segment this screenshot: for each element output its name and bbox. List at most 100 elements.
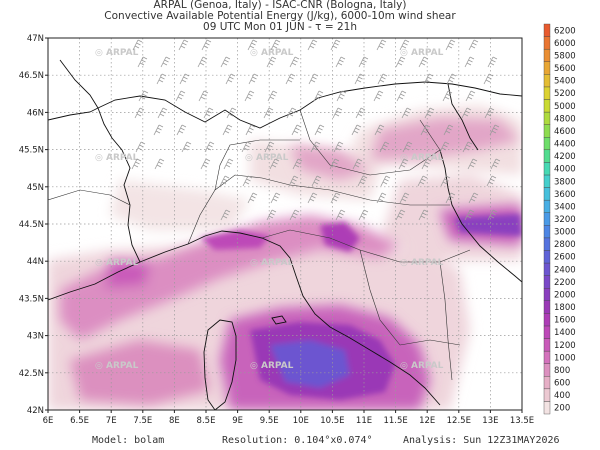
wind-barb	[442, 90, 453, 102]
colorbar-swatch	[543, 23, 551, 37]
colorbar-label: 2200	[554, 278, 576, 288]
lat-tick-label: 43N	[27, 332, 44, 342]
colorbar-label: 1000	[554, 353, 576, 363]
colorbar-swatch	[543, 388, 551, 402]
wind-barb	[313, 90, 324, 102]
watermark-text: ◎ ARPAL	[95, 361, 139, 371]
wind-barb	[292, 158, 303, 170]
colorbar-swatch	[543, 401, 551, 415]
wind-barb	[154, 158, 165, 170]
wind-barb	[468, 192, 479, 204]
lon-tick-label: 8E	[169, 416, 180, 426]
colorbar-label: 2600	[554, 253, 576, 263]
wind-barb	[358, 56, 369, 68]
border-france-swiss	[59, 59, 99, 109]
graticule	[48, 38, 522, 410]
colorbar-label: 600	[554, 379, 570, 389]
lon-tick-label: 7E	[106, 416, 117, 426]
colorbar-swatch	[543, 275, 551, 289]
lat-tick-label: 46.5N	[19, 71, 44, 81]
wind-barb	[219, 175, 230, 187]
border-austria	[364, 81, 522, 97]
wind-barb	[420, 124, 431, 136]
wind-barb	[417, 175, 428, 187]
colorbar-label: 4800	[554, 114, 576, 124]
wind-barb	[467, 158, 478, 170]
watermark-text: ◎ ARPAL	[95, 258, 139, 268]
border-marche	[439, 261, 453, 381]
header-line-2: Convective Available Potential Energy (J…	[104, 10, 456, 22]
coastline-italy	[48, 230, 441, 406]
wind-barb	[424, 107, 435, 119]
wind-barb	[487, 56, 498, 68]
wind-barb	[461, 107, 472, 119]
watermark-text: ◎ ARPAL	[400, 153, 444, 163]
wind-barb	[443, 124, 454, 136]
wind-barb	[267, 90, 278, 102]
watermarks: ◎ ARPAL ◎ ARPAL ◎ ARPAL ◎ ARPAL ◎ ARPAL ◎ ARP…	[95, 48, 444, 371]
colorbar-label: 6000	[554, 39, 576, 49]
watermark-text: ◎ ARPAL	[245, 153, 289, 163]
wind-barb	[198, 90, 209, 102]
lat-tick-label: 42.5N	[19, 369, 44, 379]
wind-barb	[220, 56, 231, 68]
wind-barb	[244, 90, 255, 102]
wind-barb	[181, 141, 192, 153]
colorbar-swatch	[543, 363, 551, 377]
wind-barb	[464, 56, 475, 68]
colorbar-swatch	[543, 48, 551, 62]
colorbar-label: 2400	[554, 265, 576, 275]
wind-barb	[490, 158, 501, 170]
colorbar-swatch	[543, 149, 551, 163]
cape-field	[48, 105, 522, 410]
wind-barb	[153, 124, 164, 136]
wind-barb	[351, 124, 362, 136]
wind-barb	[446, 73, 457, 85]
wind-barb	[421, 158, 432, 170]
wind-barb	[242, 175, 253, 187]
wind-barb	[330, 192, 341, 204]
border-friuli	[419, 119, 441, 151]
wind-barb	[335, 209, 346, 221]
wind-barb	[132, 39, 143, 51]
colorbar-label: 3400	[554, 202, 576, 212]
lon-tick-label: 7.5E	[133, 416, 152, 426]
wind-barb	[179, 73, 190, 85]
header-line-1: ARPAL (Genoa, Italy) - ISAC-CNR (Bologna…	[153, 0, 407, 11]
border-veneto	[299, 109, 441, 176]
colorbar-label: 6200	[554, 26, 576, 36]
wind-barb	[222, 124, 233, 136]
colorbar-label: 3600	[554, 190, 576, 200]
lat-tick-label: 45.5N	[19, 146, 44, 156]
lon-tick-label: 13E	[482, 416, 498, 426]
wind-barb	[314, 124, 325, 136]
colorbar-label: 800	[554, 366, 570, 376]
wind-barb	[354, 73, 365, 85]
footer-model: Model: bolam	[92, 435, 165, 446]
colorbar-swatch	[543, 137, 551, 151]
colorbar-label: 5400	[554, 77, 576, 87]
wind-barb	[380, 175, 391, 187]
wind-barb	[308, 73, 319, 85]
wind-barb	[487, 209, 498, 221]
wind-barb	[402, 141, 413, 153]
footer-resolution: Resolution: 0.104°x0.074°	[222, 435, 373, 446]
wind-barb	[330, 39, 341, 51]
wind-barb	[423, 73, 434, 85]
colorbar-swatch	[543, 338, 551, 352]
colorbar-swatch	[543, 162, 551, 176]
colorbar-swatch	[543, 99, 551, 113]
colorbar-swatch	[543, 174, 551, 188]
colorbar-label: 400	[554, 391, 570, 401]
wind-barb	[270, 39, 281, 51]
colorbar-label: 5000	[554, 102, 576, 112]
colorbar-swatch	[543, 325, 551, 339]
wind-barb	[462, 141, 473, 153]
colorbar-label: 5800	[554, 51, 576, 61]
colorbar-label: 1400	[554, 328, 576, 338]
lon-tick-label: 9E	[232, 416, 243, 426]
border-france-dept	[48, 189, 131, 206]
footer-analysis: Analysis: Sun 12Z31MAY2026	[403, 435, 560, 446]
wind-barb	[335, 56, 346, 68]
wind-barb	[245, 124, 256, 136]
